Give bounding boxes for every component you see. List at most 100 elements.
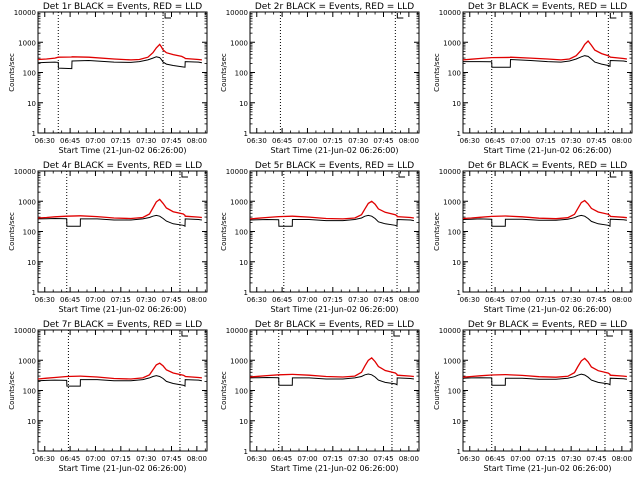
y-axis-label: Counts/sec [8, 212, 16, 251]
x-tick-label: 07:00 [85, 455, 105, 463]
series-events-line [37, 214, 202, 228]
y-tick-label: 1 [457, 289, 461, 297]
x-tick-label: 06:45 [272, 296, 292, 304]
panel-title: Det 2r BLACK = Events, RED = LLD [255, 2, 414, 12]
plot-frame [249, 329, 420, 452]
x-axis-label: Start Time (21-Jun-02 06:26:00) [271, 464, 399, 473]
panel-title: Det 7r BLACK = Events, RED = LLD [43, 320, 202, 330]
y-axis-label: Counts/sec [8, 53, 16, 92]
y-axis-label: Counts/sec [220, 53, 228, 92]
x-tick-label: 07:45 [161, 137, 181, 145]
x-tick-label: 06:45 [485, 137, 505, 145]
x-tick-label: 07:15 [111, 296, 131, 304]
x-tick-label: 07:45 [373, 137, 393, 145]
x-tick-label: 06:45 [60, 455, 80, 463]
y-tick-label: 1000 [230, 357, 248, 365]
y-tick-label: 1000 [18, 198, 36, 206]
x-tick-label: 07:15 [323, 455, 343, 463]
y-tick-label: 1 [32, 448, 36, 456]
panel-title: Det 8r BLACK = Events, RED = LLD [255, 320, 414, 330]
x-tick-label: 07:15 [111, 137, 131, 145]
x-tick-label: 07:30 [136, 455, 156, 463]
x-tick-label: 06:45 [272, 455, 292, 463]
x-tick-label: 08:00 [399, 296, 419, 304]
y-tick-label: 1000 [230, 198, 248, 206]
y-tick-label: 100 [23, 229, 36, 237]
series-lld-line [37, 362, 202, 380]
detector-panel-7: Det 7r BLACK = Events, RED = LLD 1 10 100 10… [8, 320, 208, 473]
panel-title: Det 1r BLACK = Events, RED = LLD [43, 2, 202, 12]
y-tick-label: 10000 [439, 168, 461, 176]
x-tick-label: 08:00 [612, 296, 632, 304]
x-tick-label: 07:00 [85, 296, 105, 304]
x-tick-label: 06:45 [272, 137, 292, 145]
detector-panel-9: Det 9r BLACK = Events, RED = LLD 1 10 100 10… [433, 320, 633, 473]
series-lld-line [249, 200, 414, 220]
series-events-line [462, 373, 627, 386]
panel-title: Det 6r BLACK = Events, RED = LLD [468, 161, 627, 171]
detector-panel-4: Det 4r BLACK = Events, RED = LLD 1 10 100 10… [8, 161, 208, 314]
y-tick-label: 10 [27, 100, 36, 108]
x-tick-label: 07:45 [373, 296, 393, 304]
interval-bracket [609, 13, 617, 19]
series-lld-line [37, 43, 202, 61]
x-tick-label: 07:00 [297, 296, 317, 304]
y-tick-label: 10000 [14, 327, 36, 335]
x-tick-label: 07:15 [323, 296, 343, 304]
interval-bracket [393, 331, 400, 337]
x-tick-label: 06:45 [60, 296, 80, 304]
x-tick-label: 07:30 [348, 455, 368, 463]
x-tick-label: 07:15 [323, 137, 343, 145]
x-tick-label: 08:00 [399, 137, 419, 145]
interval-bracket [396, 13, 404, 19]
y-tick-label: 100 [235, 70, 248, 78]
x-tick-label: 06:30 [247, 296, 267, 304]
series-events-line [249, 214, 414, 228]
y-tick-label: 10000 [14, 9, 36, 17]
y-tick-label: 1 [244, 289, 248, 297]
y-tick-label: 10000 [14, 168, 36, 176]
x-axis-label: Start Time (21-Jun-02 06:26:00) [271, 305, 399, 314]
x-tick-label: 06:30 [35, 455, 55, 463]
y-tick-label: 100 [448, 229, 461, 237]
x-tick-label: 08:00 [187, 455, 207, 463]
detector-panel-5: Det 5r BLACK = Events, RED = LLD 1 10 100 10… [220, 161, 420, 314]
y-axis-label: Counts/sec [220, 371, 228, 410]
series-events-line [37, 56, 203, 70]
y-tick-label: 1000 [443, 39, 461, 47]
x-tick-label: 06:45 [485, 455, 505, 463]
y-tick-label: 10 [452, 418, 461, 426]
interval-bracket [181, 172, 188, 178]
series-lld-line [462, 357, 627, 378]
interval-bracket [398, 172, 406, 178]
x-tick-label: 06:30 [460, 455, 480, 463]
plot-frame [37, 170, 208, 293]
y-tick-label: 1 [32, 130, 36, 138]
x-tick-label: 08:00 [187, 137, 207, 145]
y-tick-label: 100 [23, 388, 36, 396]
x-tick-label: 06:45 [60, 137, 80, 145]
y-tick-label: 10000 [226, 9, 248, 17]
series-events-line [462, 214, 627, 228]
plot-frame [37, 11, 208, 134]
y-tick-label: 10000 [226, 168, 248, 176]
x-tick-label: 07:45 [586, 296, 606, 304]
x-tick-label: 07:00 [510, 137, 530, 145]
y-axis-label: Counts/sec [8, 371, 16, 410]
y-tick-label: 100 [235, 229, 248, 237]
x-tick-label: 08:00 [612, 137, 632, 145]
x-tick-label: 07:00 [510, 296, 530, 304]
x-axis-label: Start Time (21-Jun-02 06:26:00) [59, 464, 187, 473]
series-events-line [37, 375, 203, 387]
y-tick-label: 100 [448, 388, 461, 396]
y-tick-label: 10 [452, 259, 461, 267]
interval-bracket [609, 172, 617, 178]
series-lld-line [462, 40, 627, 61]
y-tick-label: 100 [235, 388, 248, 396]
x-tick-label: 07:45 [586, 137, 606, 145]
x-tick-label: 07:15 [111, 455, 131, 463]
y-tick-label: 10 [27, 418, 36, 426]
y-tick-label: 1 [244, 130, 248, 138]
panel-title: Det 5r BLACK = Events, RED = LLD [255, 161, 414, 171]
